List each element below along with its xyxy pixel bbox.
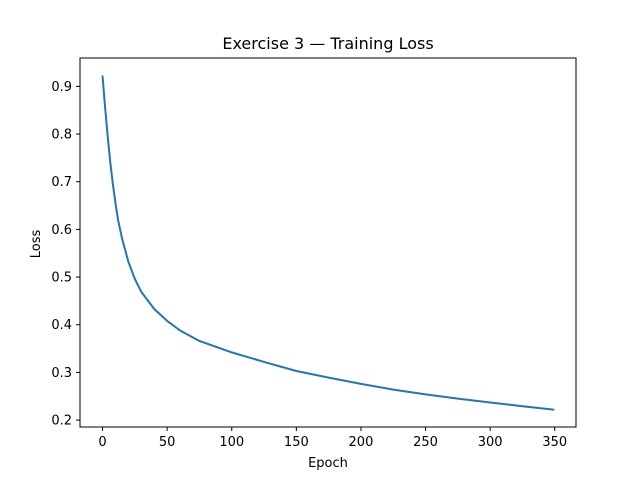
x-tick-label: 150 bbox=[284, 435, 309, 450]
plot-area bbox=[101, 75, 555, 411]
y-tick-label: 0.2 bbox=[51, 414, 72, 429]
x-tick-label: 300 bbox=[478, 435, 503, 450]
chart-title: Exercise 3 — Training Loss bbox=[222, 34, 433, 53]
y-tick-label: 0.8 bbox=[51, 128, 72, 143]
y-tick-label: 0.7 bbox=[51, 175, 72, 190]
y-axis-label: Loss bbox=[29, 230, 44, 259]
axes-frame bbox=[79, 57, 577, 428]
y-axis-ticks: 0.2 0.3 0.4 0.5 0.6 0.7 0.8 0.9 bbox=[51, 80, 80, 429]
y-tick-label: 0.3 bbox=[51, 366, 72, 381]
x-tick-label: 50 bbox=[159, 435, 176, 450]
x-tick-label: 100 bbox=[219, 435, 244, 450]
x-axis-ticks: 0 50 100 150 200 250 300 350 bbox=[98, 427, 567, 450]
x-tick-label: 250 bbox=[413, 435, 438, 450]
y-tick-label: 0.6 bbox=[51, 223, 72, 238]
x-axis-label: Epoch bbox=[308, 456, 348, 471]
x-tick-label: 200 bbox=[349, 435, 374, 450]
x-tick-label: 350 bbox=[542, 435, 567, 450]
x-tick-label: 0 bbox=[98, 435, 106, 450]
y-tick-label: 0.9 bbox=[51, 80, 72, 95]
y-tick-label: 0.5 bbox=[51, 271, 72, 286]
series-line-training-loss bbox=[101, 75, 555, 411]
y-tick-label: 0.4 bbox=[51, 318, 72, 333]
